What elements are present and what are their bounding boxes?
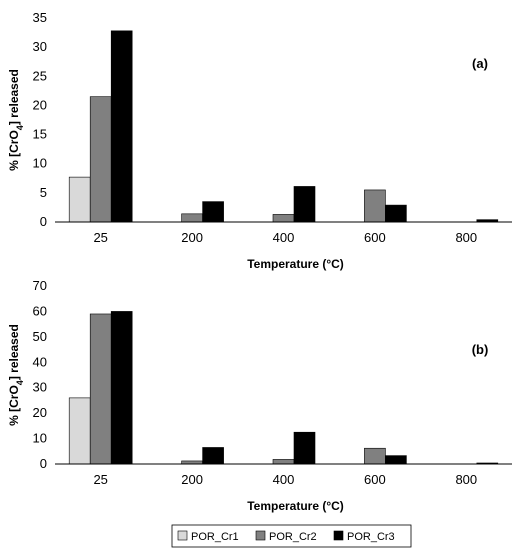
y-tick-label: 20 — [33, 97, 47, 112]
y-tick-label: 0 — [40, 456, 47, 471]
bar-por-cr3-600 — [385, 455, 407, 465]
legend: POR_Cr1 POR_Cr2 POR_Cr3 — [171, 524, 412, 548]
y-tick-label: 30 — [33, 380, 47, 395]
bar-por-cr3-400 — [293, 431, 316, 465]
y-tick-label: 30 — [33, 39, 47, 54]
x-tick-label: 200 — [181, 230, 203, 245]
y-tick-label: 70 — [33, 278, 47, 293]
bar-por-cr3-600 — [385, 204, 407, 223]
x-tick-label: 800 — [455, 472, 477, 487]
bar-por-cr3-25 — [110, 311, 133, 465]
bar-por-cr2-600 — [364, 189, 386, 223]
y-axis-title: % [CrO4] released — [7, 69, 25, 171]
bar-por-cr2-400 — [272, 459, 295, 465]
y-axis-title-suffix: ] released — [7, 69, 21, 125]
x-tick-label: 600 — [364, 472, 386, 487]
y-tick-label: 60 — [33, 303, 47, 318]
legend-label: POR_Cr3 — [347, 531, 395, 543]
y-tick-label: 35 — [33, 10, 47, 25]
legend-label: POR_Cr1 — [191, 531, 239, 543]
panel-label: (b) — [472, 342, 489, 357]
bar-por-cr1-25 — [68, 176, 91, 223]
y-axis-title-subscript: 4 — [15, 380, 25, 385]
x-tick-label: 600 — [364, 230, 386, 245]
bar-por-cr2-600 — [364, 447, 386, 465]
x-tick-label: 25 — [93, 472, 107, 487]
y-tick-label: 15 — [33, 127, 47, 142]
x-tick-label: 800 — [455, 230, 477, 245]
bar-por-cr3-400 — [293, 186, 316, 223]
bar-por-cr2-25 — [89, 96, 112, 223]
y-axis-title: % [CrO4] released — [7, 324, 25, 426]
y-tick-label: 25 — [33, 68, 47, 83]
bar-por-cr3-200 — [202, 447, 224, 465]
y-axis-title-prefix: % [CrO — [7, 130, 21, 171]
x-tick-label: 200 — [181, 472, 203, 487]
legend-box — [171, 524, 412, 548]
bar-por-cr2-25 — [89, 313, 112, 465]
panel-label: (a) — [472, 56, 488, 71]
y-tick-label: 10 — [33, 431, 47, 446]
bar-por-cr2-400 — [272, 214, 295, 223]
bar-por-cr3-25 — [110, 30, 133, 223]
y-tick-label: 50 — [33, 329, 47, 344]
y-tick-label: 5 — [40, 185, 47, 200]
y-tick-label: 40 — [33, 354, 47, 369]
chart-panel-b: 0 10 20 30 40 50 60 70 25 200 400 600 800 Temperature… — [7, 278, 512, 513]
legend-swatch — [177, 530, 188, 541]
y-tick-label: 10 — [33, 156, 47, 171]
y-axis-title-suffix: ] released — [7, 324, 21, 380]
y-tick-label: 20 — [33, 405, 47, 420]
legend-swatch — [333, 530, 344, 541]
x-tick-label: 400 — [273, 472, 295, 487]
bar-por-cr2-200 — [181, 213, 203, 223]
x-tick-label: 400 — [273, 230, 295, 245]
y-tick-label: 0 — [40, 214, 47, 229]
bar-por-cr3-200 — [202, 201, 224, 223]
legend-label: POR_Cr2 — [269, 531, 317, 543]
legend-swatch — [255, 530, 266, 541]
x-tick-label: 25 — [93, 230, 107, 245]
bar-por-cr1-25 — [68, 397, 91, 465]
chart-panel-a: 0 5 10 15 20 25 30 35 25 200 400 600 800 Temperature … — [7, 10, 512, 271]
x-axis-title: Temperature (°C) — [247, 499, 344, 513]
y-axis-title-subscript: 4 — [15, 125, 25, 130]
x-axis-title: Temperature (°C) — [247, 257, 344, 271]
y-axis-title-prefix: % [CrO — [7, 385, 21, 426]
